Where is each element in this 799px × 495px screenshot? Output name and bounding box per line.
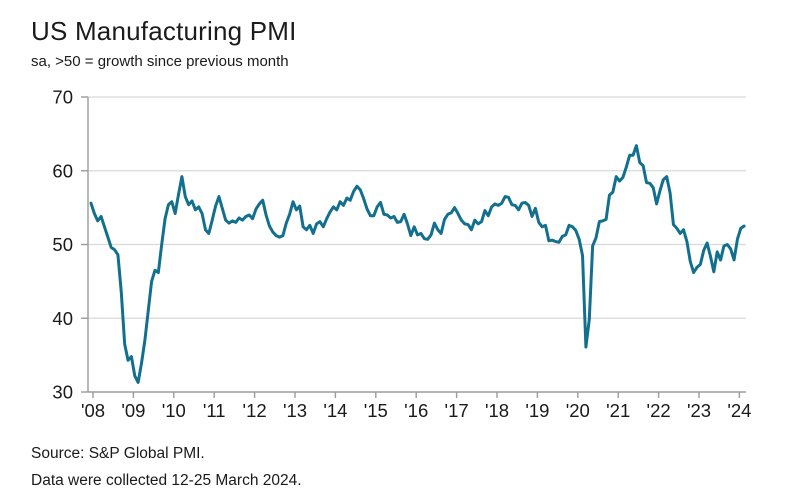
y-tick-label: 40 — [52, 308, 73, 329]
x-tick-label: '12 — [243, 400, 267, 421]
y-tick-label: 50 — [52, 234, 73, 255]
x-tick-label: '09 — [121, 400, 145, 421]
pmi-series-line — [89, 144, 746, 384]
x-tick-label: '22 — [647, 400, 671, 421]
y-tick-label: 60 — [52, 160, 73, 181]
x-tick-label: '10 — [162, 400, 186, 421]
x-tick-label: '08 — [81, 400, 105, 421]
x-tick-label: '20 — [566, 400, 590, 421]
x-tick-label: '21 — [606, 400, 630, 421]
x-tick-label: '13 — [283, 400, 307, 421]
x-tick-label: '11 — [203, 400, 226, 421]
source-note: Source: S&P Global PMI. — [31, 445, 205, 462]
x-tick-label: '17 — [445, 400, 469, 421]
x-tick-label: '19 — [525, 400, 549, 421]
chart-subtitle: sa, >50 = growth since previous month — [31, 53, 289, 70]
x-tick-label: '15 — [364, 400, 388, 421]
x-tick-label: '14 — [323, 400, 347, 421]
y-tick-label: 70 — [52, 87, 73, 108]
x-tick-label: '18 — [485, 400, 509, 421]
page-title: US Manufacturing PMI — [31, 16, 297, 46]
collection-note: Data were collected 12-25 March 2024. — [31, 472, 302, 489]
x-tick-label: '24 — [727, 400, 751, 421]
x-tick-label: '16 — [404, 400, 428, 421]
y-tick-label: 30 — [52, 382, 73, 403]
x-tick-label: '23 — [687, 400, 711, 421]
